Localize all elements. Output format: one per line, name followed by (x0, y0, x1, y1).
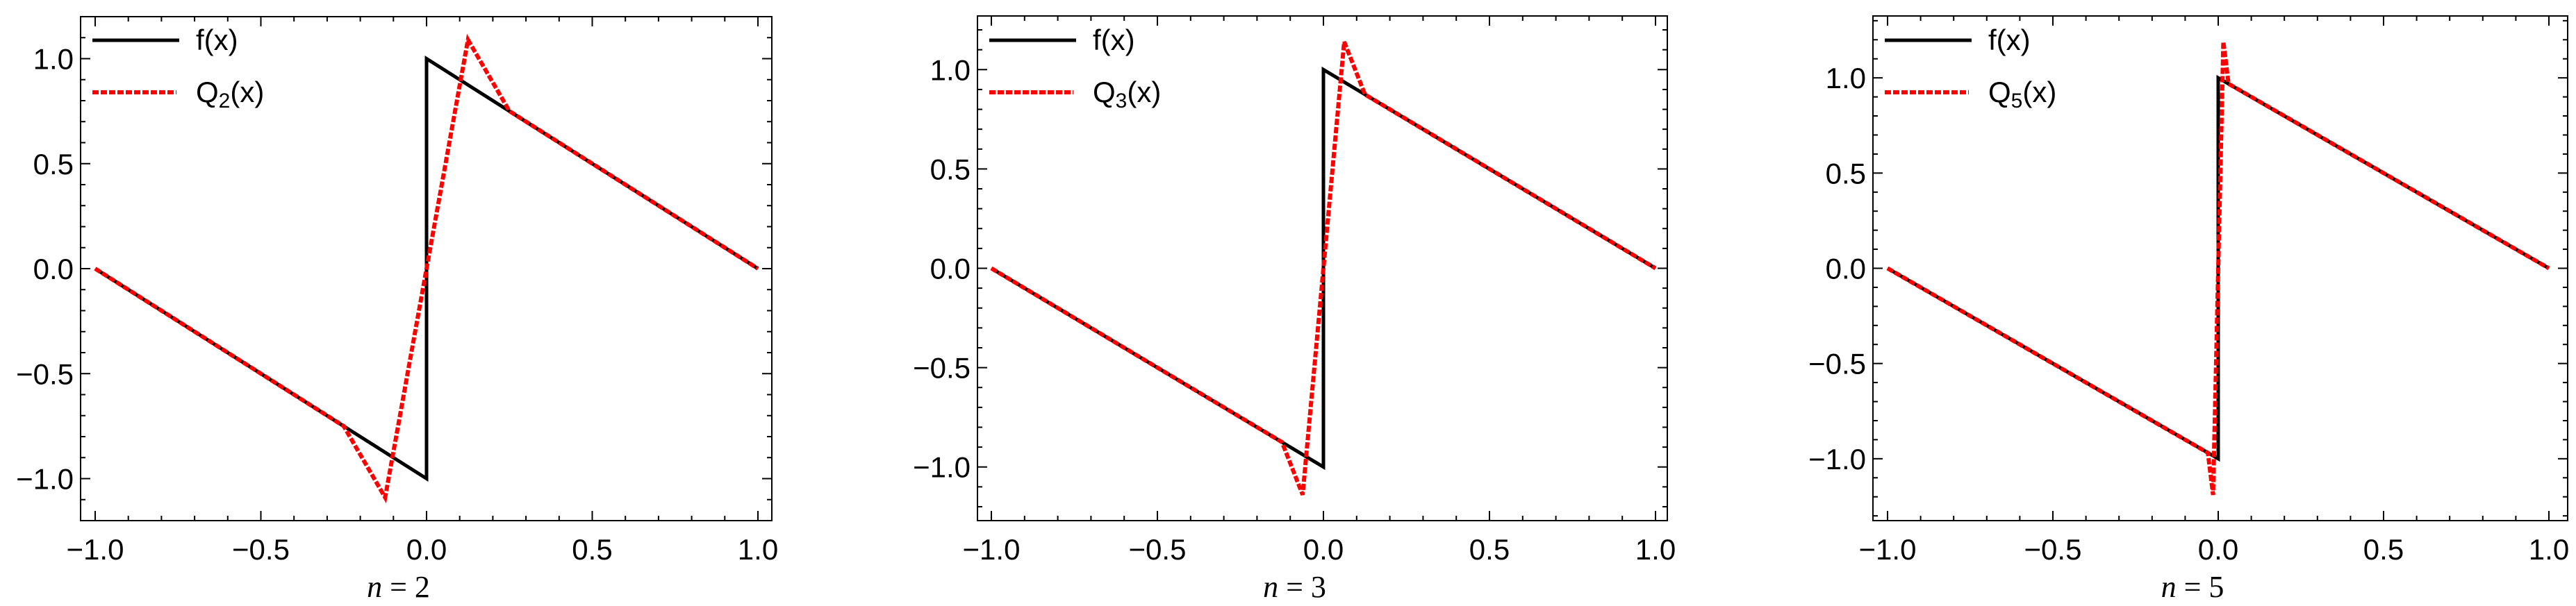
legend-label-q: Q5(x) (1988, 76, 2056, 112)
y-tick-label: 0.5 (33, 148, 74, 180)
y-tick-label: −0.5 (16, 357, 74, 390)
panel-n3: −1.0 −0.5 0.0 0.5 1.0 −1.0 −0.5 0.0 0.5 1.0 f(x) Q3… (913, 15, 1676, 604)
y-tick-label: −1.0 (16, 463, 74, 496)
x-tick-label: −0.5 (232, 533, 290, 566)
x-tick-label: −0.5 (1129, 533, 1187, 566)
axis-ticks (81, 16, 772, 521)
panel-n2: −1.0 −0.5 0.0 0.5 1.0 −1.0 −0.5 0.0 0.5 1.0 f(x) Q2… (16, 16, 778, 604)
y-tick-label: −0.5 (913, 352, 971, 385)
series-q-line (990, 41, 1657, 496)
legend-label-q: Q2(x) (196, 76, 264, 112)
legend-label-q: Q3(x) (1093, 76, 1161, 112)
x-tick-label: 0.5 (572, 533, 612, 566)
x-tick-label: −1.0 (1859, 533, 1917, 566)
y-tick-label: 0.0 (930, 253, 971, 285)
y-tick-label: 0.5 (1826, 157, 1866, 190)
panel-label: n = 3 (1263, 570, 1326, 604)
y-tick-label: 1.0 (930, 53, 971, 86)
y-tick-label: −1.0 (1808, 443, 1866, 475)
legend: f(x) Q5(x) (1885, 24, 2056, 112)
x-tick-label: 0.5 (2363, 533, 2404, 566)
legend-label-f: f(x) (1093, 24, 1135, 56)
x-tick-label: 1.0 (1635, 533, 1676, 566)
x-tick-label: −0.5 (2024, 533, 2082, 566)
series-q-line (1886, 41, 2550, 496)
x-tick-label: 0.5 (1469, 533, 1510, 566)
panel-n5: −1.0 −0.5 0.0 0.5 1.0 −1.0 −0.5 0.0 0.5 1.0 f(x) Q5… (1808, 15, 2569, 604)
y-tick-label: −0.5 (1808, 348, 1866, 380)
legend-label-f: f(x) (1988, 24, 2031, 56)
y-tick-label: 0.0 (1826, 253, 1866, 285)
y-tick-label: 1.0 (33, 43, 74, 76)
x-tick-label: 1.0 (2529, 533, 2569, 566)
axis-ticks (977, 16, 1667, 521)
x-tick-label: −1.0 (67, 533, 124, 566)
x-tick-label: 0.0 (1303, 533, 1344, 566)
legend: f(x) Q2(x) (92, 24, 264, 112)
x-tick-label: −1.0 (963, 533, 1021, 566)
y-tick-label: 0.5 (930, 153, 971, 185)
x-tick-label: 0.0 (406, 533, 447, 566)
y-tick-label: −1.0 (913, 451, 971, 484)
axis-ticks (1873, 16, 2568, 521)
panel-label: n = 5 (2161, 570, 2224, 604)
x-tick-label: 1.0 (738, 533, 778, 566)
x-tick-label: 0.0 (2198, 533, 2238, 566)
y-tick-label: 0.0 (33, 253, 74, 285)
panel-label: n = 2 (367, 570, 430, 604)
legend-label-f: f(x) (196, 24, 238, 56)
series-q-line (94, 33, 759, 504)
y-tick-label: 1.0 (1826, 62, 1866, 94)
legend: f(x) Q3(x) (989, 24, 1161, 112)
